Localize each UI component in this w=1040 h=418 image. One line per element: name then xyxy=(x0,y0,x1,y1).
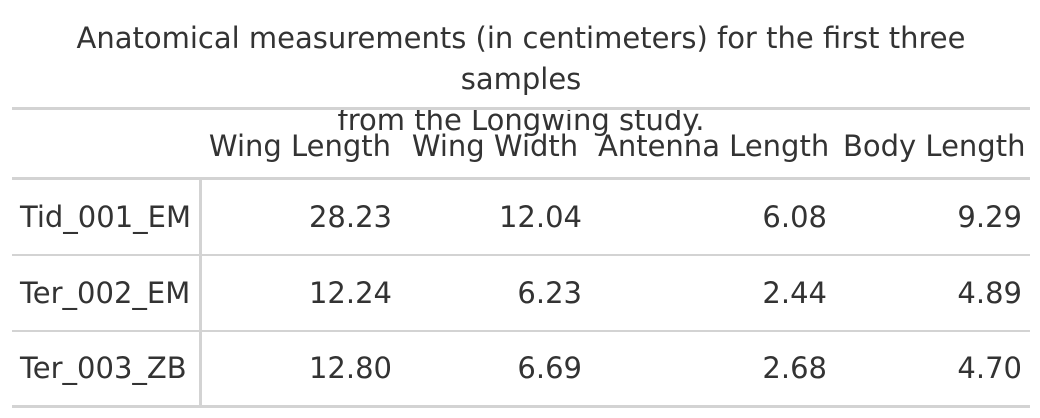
cell-wing-width: 6.23 xyxy=(517,275,582,310)
header-stub xyxy=(12,109,200,179)
caption-line-1: Anatomical measurements (in centimeters)… xyxy=(76,21,966,96)
cell-antenna-length: 2.44 xyxy=(762,275,827,310)
cell-wing-length: 12.80 xyxy=(308,351,392,386)
table-row: Ter_003_ZB 12.80 6.69 2.68 4.70 xyxy=(12,330,1030,407)
cell-wing-length: 12.24 xyxy=(308,275,392,310)
header-wing-width: Wing Width xyxy=(411,129,579,163)
cell-antenna-length: 6.08 xyxy=(762,199,827,234)
header-body-length: Body Length xyxy=(843,129,1026,163)
row-label: Tid_001_EM xyxy=(12,178,202,255)
cell-body-length: 9.29 xyxy=(957,199,1022,234)
cell-body-length: 4.70 xyxy=(957,351,1022,386)
table-caption: Anatomical measurements (in centimeters)… xyxy=(12,18,1030,141)
caption-line-2: from the Longwing study. xyxy=(337,103,705,137)
header-row: Wing Length Wing Width Antenna Length Bo… xyxy=(12,109,1030,179)
cell-wing-width: 12.04 xyxy=(498,199,582,234)
cell-wing-width: 6.69 xyxy=(517,351,582,386)
header-wing-length: Wing Length xyxy=(208,129,392,163)
table-header: Wing Length Wing Width Antenna Length Bo… xyxy=(12,108,1030,179)
measurements-table: Wing Length Wing Width Antenna Length Bo… xyxy=(12,107,1030,408)
cell-antenna-length: 2.68 xyxy=(762,351,827,386)
row-label: Ter_003_ZB xyxy=(12,330,202,407)
row-label: Ter_002_EM xyxy=(12,254,202,331)
cell-body-length: 4.89 xyxy=(957,275,1022,310)
table-row: Tid_001_EM 28.23 12.04 6.08 9.29 xyxy=(12,178,1030,255)
table-body: Tid_001_EM 28.23 12.04 6.08 9.29 Ter_002… xyxy=(12,178,1030,407)
table-row: Ter_002_EM 12.24 6.23 2.44 4.89 xyxy=(12,254,1030,331)
header-antenna-length: Antenna Length xyxy=(598,129,830,163)
cell-wing-length: 28.23 xyxy=(308,199,392,234)
